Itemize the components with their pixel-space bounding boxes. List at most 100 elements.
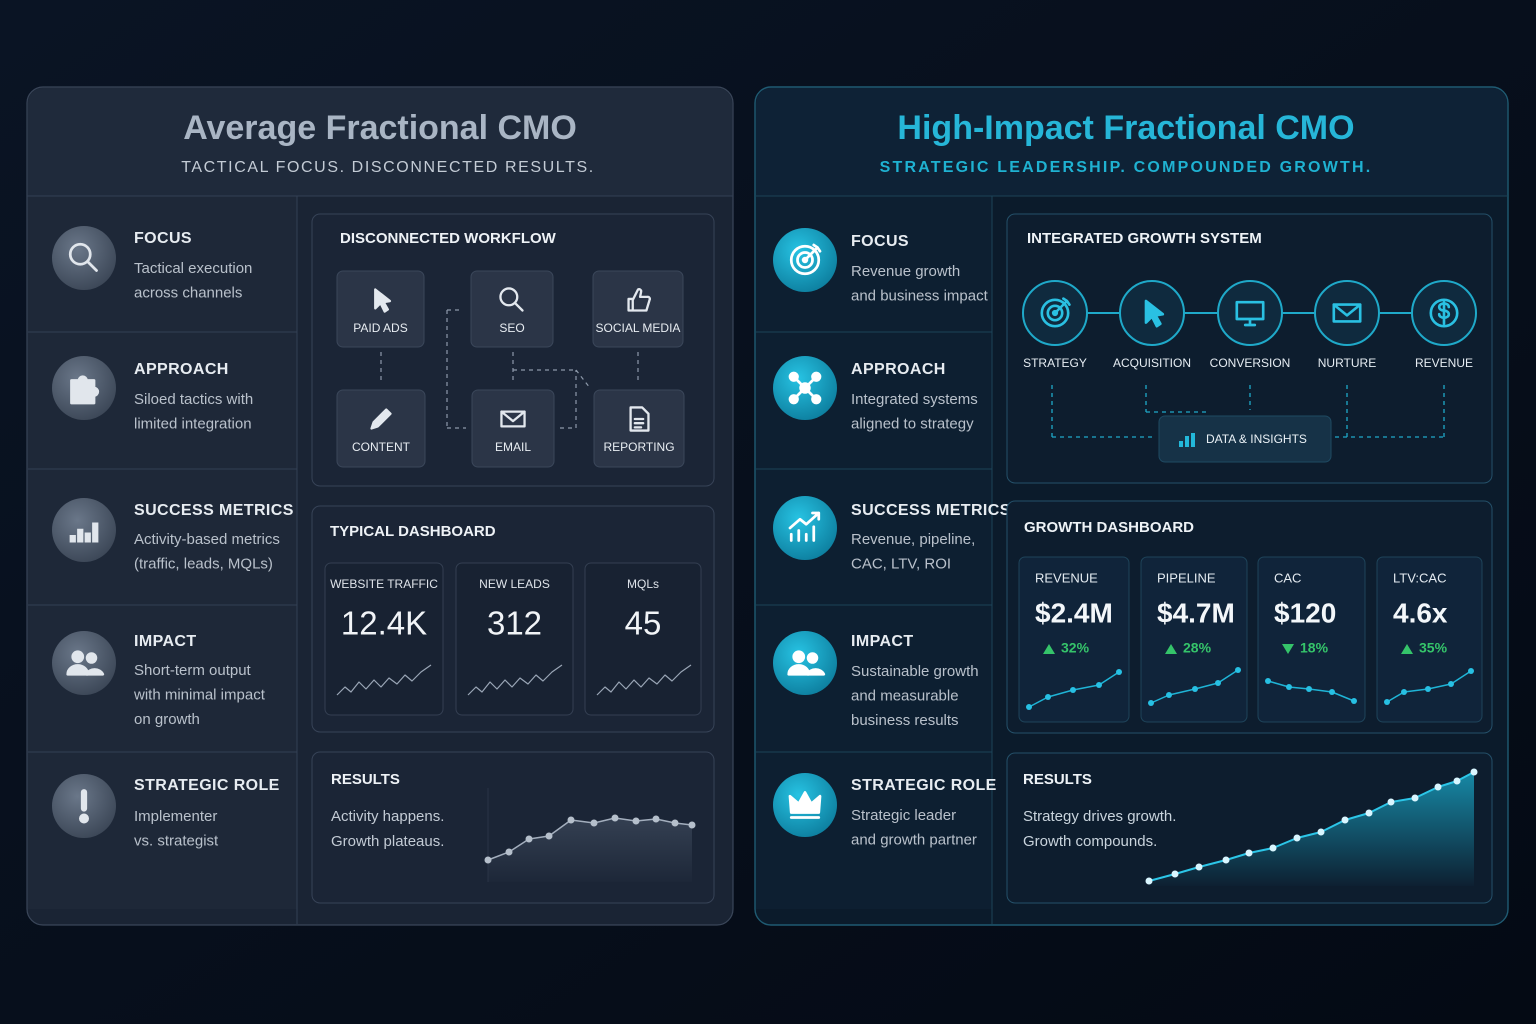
- results-area: [488, 818, 692, 882]
- metric-label: MQLs: [627, 577, 659, 591]
- icon: [627, 288, 651, 312]
- results-dot: [567, 816, 575, 824]
- icon: [499, 287, 524, 312]
- results-dot: [1387, 798, 1395, 806]
- sparkline-dot: [1401, 689, 1407, 695]
- sparkline-dot: [1070, 687, 1076, 693]
- row-description: and business impact: [851, 287, 989, 304]
- row-description: aligned to strategy: [851, 415, 974, 432]
- icon: [370, 408, 392, 430]
- metric-value: 45: [625, 605, 662, 642]
- icon: [66, 650, 105, 676]
- system-step-label: STRATEGY: [1023, 356, 1087, 370]
- icon: [69, 522, 99, 543]
- metric-value: 12.4K: [341, 605, 427, 642]
- icon-part: [806, 668, 826, 676]
- icon-part: [803, 243, 822, 262]
- icon-part: [374, 288, 392, 313]
- icon-part: [66, 664, 90, 676]
- row-label: APPROACH: [134, 361, 229, 378]
- section-title: GROWTH DASHBOARD: [1024, 519, 1194, 536]
- icon-part: [499, 287, 519, 307]
- icon: [789, 243, 822, 276]
- results-dot: [611, 814, 619, 822]
- icon-part: [792, 650, 806, 664]
- panel-title: Average Fractional CMO: [183, 109, 577, 147]
- card: [1006, 213, 1493, 484]
- row-description: Integrated systems: [851, 391, 978, 408]
- results-dot: [484, 856, 492, 864]
- results-text: Growth plateaus.: [331, 833, 444, 850]
- system-step-label: ACQUISITION: [1113, 356, 1191, 370]
- row-description: CAC, LTV, ROI: [851, 555, 951, 572]
- icon: [788, 511, 821, 542]
- results-dot: [1222, 856, 1230, 864]
- system-hub: [1158, 415, 1332, 463]
- workflow-node: [592, 270, 684, 348]
- results-dot: [1245, 849, 1253, 857]
- icon-part: [79, 813, 89, 824]
- hub-icon-bar: [1179, 441, 1183, 447]
- sparkline-dot: [1045, 694, 1051, 700]
- icon: [374, 288, 392, 313]
- system-step: [1314, 280, 1380, 346]
- row-label: APPROACH: [851, 361, 946, 378]
- results-dot: [1453, 777, 1461, 785]
- row-description: business results: [851, 712, 959, 729]
- metric-value: $4.7M: [1157, 597, 1235, 628]
- trend-arrow: [1043, 644, 1055, 654]
- icon-part: [789, 244, 821, 276]
- icon-part: [85, 652, 98, 664]
- panel-right-header: [756, 88, 1507, 196]
- icon: [70, 375, 100, 405]
- row-icon-circle: [52, 498, 116, 562]
- sparkline-dot: [1425, 686, 1431, 692]
- sparkline-dot: [1306, 686, 1312, 692]
- results-dot: [1171, 870, 1179, 878]
- icon: [1235, 300, 1265, 327]
- results-dot: [525, 835, 533, 843]
- row-label: IMPACT: [134, 633, 197, 650]
- results-dot: [652, 815, 660, 823]
- metric-card: [324, 562, 444, 716]
- icon: [629, 406, 650, 432]
- row-description: across channels: [134, 284, 242, 301]
- results-dot: [1269, 844, 1277, 852]
- icon-part: [68, 242, 92, 266]
- workflow-node-label: PAID ADS: [353, 321, 407, 335]
- system-step: [1217, 280, 1283, 346]
- icon-part: [86, 260, 98, 272]
- metric-card: [455, 562, 574, 716]
- icon-part: [1144, 299, 1165, 328]
- results-dot: [1411, 794, 1419, 802]
- metric-value: 4.6x: [1393, 597, 1448, 628]
- section-title: RESULTS: [331, 771, 400, 788]
- row-label: STRATEGIC ROLE: [851, 777, 997, 794]
- sparkline: [596, 664, 692, 696]
- metric-label: NEW LEADS: [479, 577, 550, 591]
- metric-label: PIPELINE: [1157, 570, 1216, 585]
- icon-part: [85, 668, 105, 676]
- icon: [79, 789, 89, 824]
- panel-title: High-Impact Fractional CMO: [897, 109, 1354, 147]
- row-description: Siloed tactics with: [134, 391, 253, 408]
- results-dot: [688, 821, 696, 829]
- sparkline-dot: [1116, 669, 1122, 675]
- results-dot: [1365, 809, 1373, 817]
- results-dot: [1470, 768, 1478, 776]
- results-dot: [1145, 877, 1153, 885]
- row-description: with minimal impact: [133, 686, 266, 703]
- results-text: Growth compounds.: [1023, 833, 1157, 850]
- sparkline-dot: [1096, 682, 1102, 688]
- metric-label: WEBSITE TRAFFIC: [330, 577, 438, 591]
- sparkline-dot: [1329, 689, 1335, 695]
- icon-part: [806, 652, 819, 664]
- row-label: FOCUS: [851, 233, 909, 250]
- sparkline-dot: [1468, 668, 1474, 674]
- section-title: INTEGRATED GROWTH SYSTEM: [1027, 230, 1262, 247]
- results-area: [1149, 772, 1474, 886]
- system-step-label: NURTURE: [1318, 356, 1376, 370]
- row-description: limited integration: [134, 415, 252, 432]
- icon: [788, 371, 822, 405]
